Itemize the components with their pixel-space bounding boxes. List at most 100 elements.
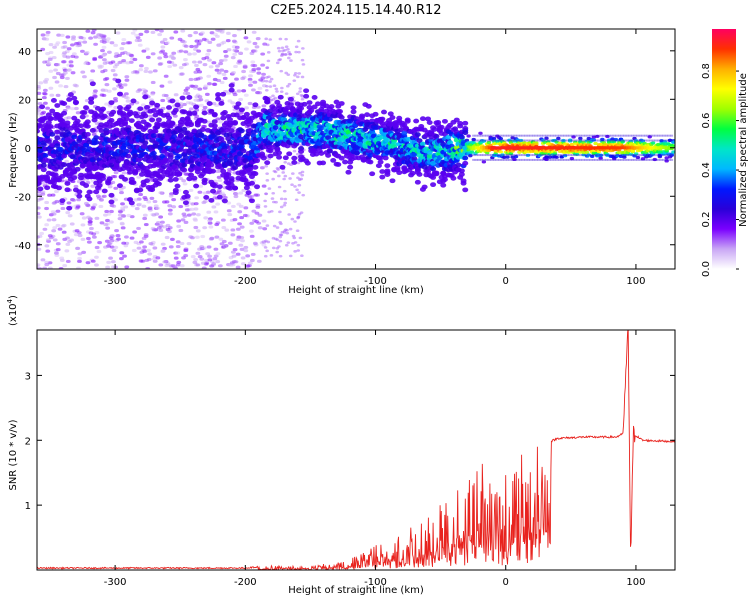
heatmap-cell bbox=[380, 109, 387, 115]
heatmap-cell bbox=[218, 62, 224, 66]
heatmap-cell bbox=[131, 248, 137, 253]
heatmap-cell bbox=[249, 258, 255, 263]
heatmap-cell bbox=[209, 31, 215, 35]
heatmap-cell bbox=[41, 95, 47, 100]
heatmap-cell bbox=[292, 149, 297, 153]
heatmap-cell bbox=[210, 188, 217, 194]
heatmap-cell bbox=[194, 196, 200, 200]
heatmap-cell bbox=[219, 191, 225, 195]
heatmap-cell bbox=[426, 153, 433, 159]
heatmap-cell bbox=[117, 213, 123, 217]
heatmap-cell bbox=[188, 107, 194, 111]
heatmap-cell bbox=[103, 130, 110, 136]
heatmap-cell bbox=[291, 241, 295, 245]
heatmap-cell bbox=[88, 36, 93, 40]
heatmap-cell bbox=[98, 204, 104, 209]
heatmap-cell bbox=[279, 164, 286, 170]
heatmap-cell bbox=[213, 210, 219, 214]
heatmap-cell bbox=[159, 84, 165, 88]
heatmap-cell bbox=[269, 254, 274, 257]
heatmap-cell bbox=[252, 49, 258, 53]
heatmap-cell bbox=[69, 238, 74, 242]
heatmap-cell bbox=[466, 148, 471, 152]
heatmap-cell bbox=[71, 95, 78, 101]
heatmap-cell bbox=[284, 105, 291, 111]
heatmap-cell bbox=[466, 134, 471, 138]
heatmap-cell bbox=[511, 146, 515, 150]
heatmap-cell bbox=[271, 191, 276, 195]
heatmap-cell bbox=[68, 60, 74, 64]
heatmap-cell bbox=[144, 66, 149, 71]
heatmap-cell bbox=[251, 30, 257, 34]
heatmap-cell bbox=[481, 160, 487, 164]
heatmap-cell bbox=[59, 75, 65, 80]
heatmap-cell bbox=[65, 236, 70, 240]
heatmap-cell bbox=[186, 110, 193, 116]
heatmap-cell bbox=[45, 106, 50, 110]
heatmap-cell bbox=[313, 151, 320, 157]
heatmap-cell bbox=[525, 153, 531, 157]
heatmap-cell bbox=[291, 234, 296, 238]
heatmap-cell bbox=[37, 84, 41, 88]
heatmap-cell bbox=[66, 97, 73, 102]
heatmap-cell bbox=[51, 212, 57, 216]
heatmap-cell bbox=[125, 99, 131, 103]
heatmap-cell bbox=[336, 109, 343, 114]
heatmap-cell bbox=[172, 63, 178, 67]
heatmap-cell bbox=[358, 113, 365, 119]
heatmap-cell bbox=[191, 110, 198, 116]
heatmap-cell bbox=[221, 72, 227, 77]
heatmap-cell bbox=[78, 175, 85, 181]
heatmap-cell bbox=[233, 192, 239, 196]
heatmap-cell bbox=[445, 134, 452, 140]
heatmap-cell bbox=[294, 50, 298, 54]
heatmap-cell bbox=[37, 215, 42, 219]
heatmap-cell bbox=[479, 139, 483, 142]
heatmap-cell bbox=[143, 69, 149, 74]
heatmap-cell bbox=[223, 54, 229, 58]
heatmap-cell bbox=[508, 158, 512, 161]
heatmap-cell bbox=[54, 189, 59, 194]
heatmap-cell bbox=[232, 217, 238, 222]
heatmap-cell bbox=[144, 47, 150, 51]
heatmap-cell bbox=[212, 257, 218, 261]
heatmap-cell bbox=[296, 215, 301, 219]
heatmap-cell bbox=[472, 158, 476, 161]
heatmap-cell bbox=[135, 89, 141, 94]
heatmap-cell bbox=[162, 260, 168, 264]
heatmap-cell bbox=[226, 31, 231, 36]
heatmap-cell bbox=[295, 229, 300, 233]
heatmap-cell bbox=[172, 176, 179, 182]
heatmap-cell bbox=[272, 84, 277, 88]
heatmap-cell bbox=[207, 221, 213, 225]
heatmap-cell bbox=[183, 220, 189, 224]
heatmap-cell bbox=[227, 212, 233, 217]
heatmap-cell bbox=[261, 219, 267, 223]
heatmap-cell bbox=[217, 264, 223, 268]
heatmap-cell bbox=[149, 196, 155, 200]
heatmap-cell bbox=[118, 187, 124, 192]
heatmap-cell bbox=[100, 106, 107, 112]
heatmap-cell bbox=[265, 179, 270, 182]
heatmap-cell bbox=[367, 159, 374, 165]
heatmap-cell bbox=[181, 167, 188, 173]
heatmap-cell bbox=[138, 192, 143, 197]
heatmap-cell bbox=[157, 62, 163, 66]
heatmap-cell bbox=[157, 108, 164, 114]
heatmap-cell bbox=[257, 136, 264, 142]
heatmap-cell bbox=[464, 138, 470, 142]
heatmap-cell bbox=[214, 68, 220, 72]
heatmap-cell bbox=[232, 165, 239, 170]
heatmap-cell bbox=[280, 53, 285, 56]
heatmap-cell bbox=[477, 154, 481, 157]
heatmap-cell bbox=[508, 146, 512, 150]
heatmap-cell bbox=[121, 58, 127, 63]
heatmap-cell bbox=[235, 252, 241, 256]
heatmap-cell bbox=[206, 210, 212, 214]
heatmap-cell bbox=[157, 32, 163, 37]
heatmap-cell bbox=[120, 206, 126, 210]
heatmap-cell bbox=[190, 255, 196, 259]
heatmap-cell bbox=[44, 185, 51, 191]
heatmap-cell bbox=[171, 205, 177, 209]
heatmap-cell bbox=[156, 226, 162, 230]
